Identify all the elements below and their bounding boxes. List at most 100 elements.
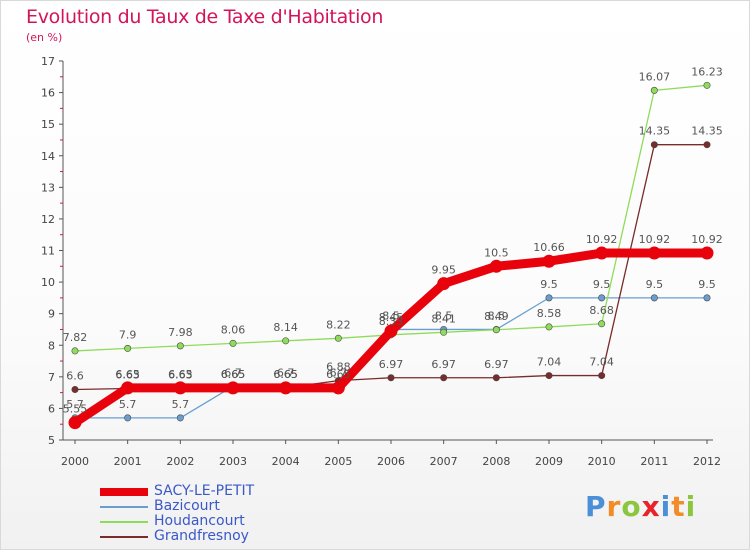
- data-point-bazicourt: [703, 294, 711, 302]
- y-tick-label: 11: [41, 245, 55, 258]
- data-label-houdancourt: 8.41: [431, 312, 456, 325]
- y-tick-label: 14: [41, 150, 55, 163]
- data-label-bazicourt: 9.5: [540, 278, 558, 291]
- logo-letter: o: [621, 490, 642, 523]
- data-label-grandfresnoy: 6.65: [273, 368, 298, 381]
- data-label-bazicourt: 6.7: [224, 366, 242, 379]
- logo-letter: x: [641, 490, 661, 523]
- data-point-houdancourt: [703, 81, 711, 89]
- data-point-houdancourt: [282, 337, 290, 345]
- data-point-sacy-le-petit: [437, 277, 451, 291]
- x-tick-label: 2010: [588, 455, 616, 468]
- legend-swatch-grandfresnoy: [100, 536, 148, 538]
- data-point-sacy-le-petit: [173, 381, 187, 395]
- data-label-bazicourt: 5.7: [119, 398, 137, 411]
- legend-swatch-sacy-le-petit: [100, 488, 148, 496]
- data-point-houdancourt: [71, 347, 79, 355]
- data-point-houdancourt: [440, 328, 448, 336]
- y-tick-label: 10: [41, 276, 55, 289]
- data-point-grandfresnoy: [492, 374, 500, 382]
- y-tick-label: 5: [48, 434, 55, 447]
- x-tick-label: 2007: [430, 455, 458, 468]
- data-point-houdancourt: [229, 339, 237, 347]
- data-label-grandfresnoy: 7.04: [589, 356, 614, 369]
- legend-item-bazicourt: Bazicourt: [100, 498, 360, 514]
- logo-letter: r: [606, 490, 622, 523]
- data-point-bazicourt: [176, 414, 184, 422]
- data-label-sacy-le-petit: 8.45: [379, 311, 404, 324]
- data-label-bazicourt: 8.5: [488, 309, 506, 322]
- data-point-houdancourt: [124, 344, 132, 352]
- data-point-sacy-le-petit: [384, 324, 398, 338]
- legend-label-sacy-le-petit: SACY-LE-PETIT: [154, 483, 255, 499]
- data-label-houdancourt: 8.06: [221, 323, 246, 336]
- data-label-sacy-le-petit: 6.65: [221, 368, 246, 381]
- data-label-sacy-le-petit: 10.5: [484, 246, 509, 259]
- data-label-bazicourt: 8.5: [435, 309, 453, 322]
- data-point-grandfresnoy: [598, 372, 606, 380]
- data-point-sacy-le-petit: [700, 246, 714, 260]
- y-tick-label: 12: [41, 213, 55, 226]
- data-point-sacy-le-petit: [489, 259, 503, 273]
- data-point-sacy-le-petit: [331, 381, 345, 395]
- data-point-houdancourt: [650, 86, 658, 94]
- data-label-bazicourt: 6.7: [277, 366, 295, 379]
- x-tick-label: 2003: [219, 455, 247, 468]
- data-label-houdancourt: 7.82: [63, 331, 88, 344]
- legend-item-grandfresnoy: Grandfresnoy: [100, 528, 360, 544]
- data-point-grandfresnoy: [387, 374, 395, 382]
- x-tick-label: 2009: [535, 455, 563, 468]
- data-point-sacy-le-petit: [279, 381, 293, 395]
- y-tick-label: 7: [48, 371, 55, 384]
- legend-item-sacy-le-petit: SACY-LE-PETIT: [100, 483, 360, 499]
- data-label-houdancourt: 8.49: [484, 310, 509, 323]
- legend-label-grandfresnoy: Grandfresnoy: [154, 528, 249, 544]
- y-tick-label: 15: [41, 118, 55, 131]
- legend-swatch-houdancourt: [100, 521, 148, 523]
- y-tick-label: 8: [48, 339, 55, 352]
- chart-unit-label: (en %): [26, 31, 63, 44]
- chart-title: Evolution du Taux de Taxe d'Habitation: [26, 6, 384, 28]
- data-point-grandfresnoy: [650, 141, 658, 149]
- data-label-houdancourt: 16.07: [639, 70, 671, 83]
- legend-label-bazicourt: Bazicourt: [154, 498, 220, 514]
- data-label-houdancourt: 8.33: [379, 315, 404, 328]
- data-label-bazicourt: 5.7: [172, 398, 190, 411]
- data-label-sacy-le-petit: 10.92: [586, 233, 618, 246]
- data-label-sacy-le-petit: 9.95: [431, 264, 456, 277]
- y-tick-label: 6: [48, 402, 55, 415]
- data-label-sacy-le-petit: 6.65: [273, 368, 298, 381]
- data-point-bazicourt: [124, 414, 132, 422]
- data-point-grandfresnoy: [71, 385, 79, 393]
- data-label-sacy-le-petit: 10.92: [691, 233, 723, 246]
- data-label-bazicourt: 8.5: [382, 309, 400, 322]
- x-tick-label: 2008: [482, 455, 510, 468]
- data-label-houdancourt: 8.58: [537, 307, 562, 320]
- data-label-grandfresnoy: 7.04: [537, 356, 562, 369]
- data-point-houdancourt: [545, 323, 553, 331]
- data-label-grandfresnoy: 14.35: [691, 125, 723, 138]
- data-label-sacy-le-petit: 5.55: [63, 403, 88, 416]
- data-label-grandfresnoy: 6.97: [484, 358, 509, 371]
- data-label-houdancourt: 16.23: [691, 65, 723, 78]
- data-label-grandfresnoy: 6.63: [168, 369, 193, 382]
- data-label-grandfresnoy: 14.35: [639, 125, 671, 138]
- data-point-houdancourt: [598, 320, 606, 328]
- y-tick-label: 17: [41, 55, 55, 68]
- data-label-bazicourt: 9.5: [698, 278, 716, 291]
- x-tick-label: 2006: [377, 455, 405, 468]
- data-point-grandfresnoy: [440, 374, 448, 382]
- x-tick-label: 2012: [693, 455, 721, 468]
- data-label-houdancourt: 8.14: [273, 321, 298, 334]
- data-point-houdancourt: [492, 326, 500, 334]
- data-label-sacy-le-petit: 6.65: [168, 368, 193, 381]
- data-point-sacy-le-petit: [595, 246, 609, 260]
- data-point-bazicourt: [598, 294, 606, 302]
- data-point-grandfresnoy: [703, 141, 711, 149]
- series-line-grandfresnoy: [74, 144, 708, 391]
- data-label-sacy-le-petit: 6.65: [326, 368, 351, 381]
- data-label-grandfresnoy: 6.6: [66, 369, 84, 382]
- data-point-sacy-le-petit: [542, 254, 556, 268]
- data-label-grandfresnoy: 6.97: [379, 358, 404, 371]
